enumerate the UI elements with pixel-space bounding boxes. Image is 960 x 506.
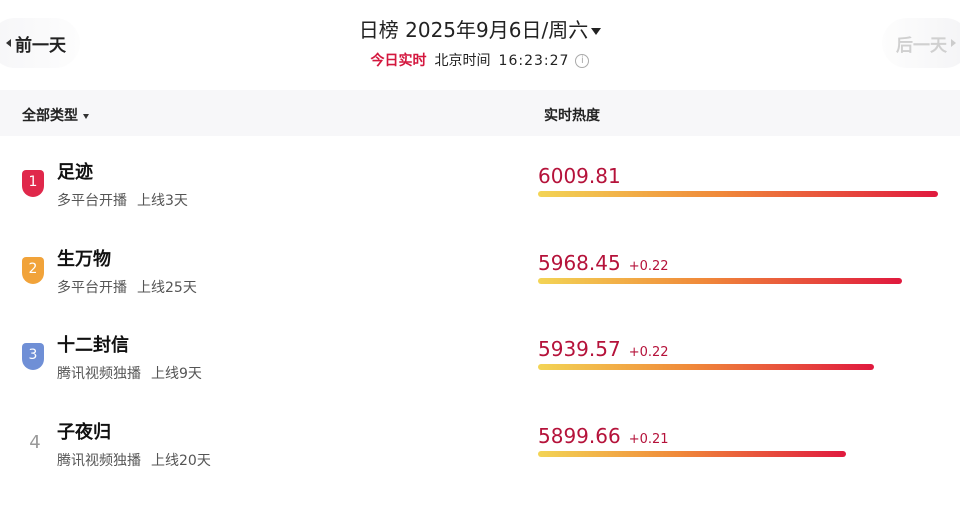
ranking-row[interactable]: 3 十二封信 腾讯视频独播 上线9天 5939.57 +0.22 [0,323,960,410]
heat-score: 5899.66 +0.21 [538,424,669,448]
show-title[interactable]: 十二封信 [57,335,129,356]
ranking-row[interactable]: 2 生万物 多平台开播 上线25天 5968.45 +0.22 [0,237,960,324]
heat-bar [538,278,902,284]
heat-bar [538,191,938,197]
score-value: 5899.66 [538,424,621,448]
date-selector[interactable]: 日榜 2025年9月6日/周六 [0,14,960,43]
platform-label: 多平台开播 [57,193,127,209]
heat-score: 6009.81 [538,164,629,188]
prev-day-label: 前一天 [15,35,66,56]
show-meta: 腾讯视频独播 上线9天 [57,363,202,383]
info-icon[interactable]: i [575,54,590,68]
platform-label: 腾讯视频独播 [57,366,141,382]
caret-right-icon [951,39,956,47]
heat-score: 5939.57 +0.22 [538,337,669,361]
rank-badge: 1 [22,170,44,197]
next-day-label: 后一天 [896,35,947,56]
heat-column-label: 实时热度 [544,108,600,124]
online-days: 上线25天 [137,280,197,296]
rank-badge: 2 [22,257,44,284]
type-filter-label: 全部类型 [22,108,78,124]
date-label: 2025年9月6日/周六 [405,18,589,42]
time-label: 16:23:27 [498,53,570,69]
column-header: 全部类型 实时热度 [0,90,960,136]
caret-left-icon [6,39,11,47]
live-label: 今日实时 [370,53,427,69]
show-meta: 多平台开播 上线3天 [57,190,188,210]
online-days: 上线20天 [151,453,211,469]
score-value: 5939.57 [538,337,621,361]
score-value: 5968.45 [538,251,621,275]
platform-label: 腾讯视频独播 [57,453,141,469]
next-day-button[interactable]: 后一天 [882,18,960,68]
online-days: 上线9天 [151,366,202,382]
rank-badge: 4 [29,432,41,453]
ranking-row[interactable]: 4 子夜归 腾讯视频独播 上线20天 5899.66 +0.21 [0,410,960,497]
heat-score: 5968.45 +0.22 [538,251,669,275]
timezone-label: 北京时间 [434,53,491,69]
show-title[interactable]: 足迹 [57,162,93,183]
rank-badge: 3 [22,343,44,370]
score-delta: +0.21 [628,432,669,447]
show-meta: 腾讯视频独播 上线20天 [57,450,211,470]
show-meta: 多平台开播 上线25天 [57,277,197,297]
show-title[interactable]: 生万物 [57,249,111,270]
ranking-row[interactable]: 1 足迹 多平台开播 上线3天 6009.81 [0,150,960,237]
chart-name: 日榜 [358,18,399,42]
prev-day-button[interactable]: 前一天 [0,18,80,68]
dropdown-icon [591,28,602,35]
platform-label: 多平台开播 [57,280,127,296]
realtime-status: 今日实时 北京时间 16:23:27 i [0,50,960,70]
show-title[interactable]: 子夜归 [57,422,111,443]
type-filter[interactable]: 全部类型 [22,105,89,125]
heat-bar [538,451,846,457]
dropdown-icon [83,113,89,119]
online-days: 上线3天 [137,193,188,209]
score-delta: +0.22 [628,345,669,360]
heat-bar [538,364,874,370]
score-delta: +0.22 [628,259,669,274]
score-value: 6009.81 [538,164,621,188]
